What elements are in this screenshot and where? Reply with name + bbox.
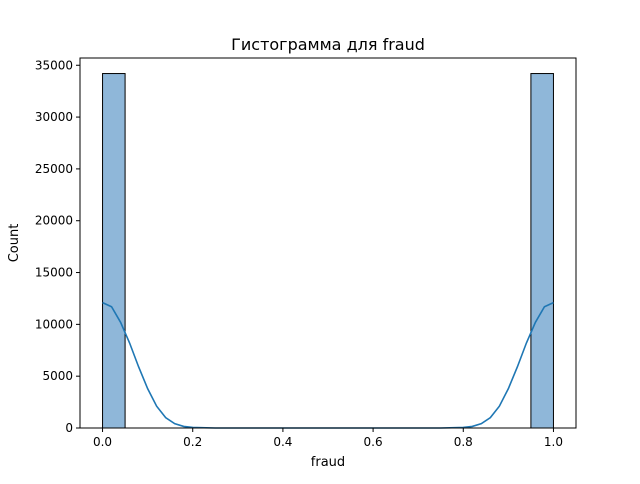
x-tick-label: 0.6 [364,435,383,449]
histogram-bar-1 [530,73,554,429]
x-tick-label: 0.8 [454,435,473,449]
x-axis-label: fraud [311,455,345,470]
y-tick-label: 10000 [35,317,73,331]
histogram-bar-0 [102,73,126,429]
kde-line [102,301,554,429]
y-tick-label: 15000 [35,266,73,280]
x-tick-label: 0.2 [183,435,202,449]
y-tick-label: 5000 [42,369,73,383]
y-tick-label: 35000 [35,58,73,72]
chart-title: Гистограмма для fraud [231,35,425,54]
y-axis: 0 5000 10000 15000 20000 25000 30000 35000 [35,58,80,435]
y-tick-label: 30000 [35,110,73,124]
x-tick-label: 0.0 [93,435,112,449]
x-axis: 0.0 0.2 0.4 0.6 0.8 1.0 [93,428,563,449]
y-tick-label: 20000 [35,214,73,228]
y-axis-label: Count [7,224,22,263]
x-tick-label: 1.0 [544,435,563,449]
x-tick-label: 0.4 [273,435,292,449]
plot-area [102,73,554,429]
y-tick-label: 25000 [35,162,73,176]
axes-frame [79,57,577,429]
y-tick-label: 0 [65,421,73,435]
